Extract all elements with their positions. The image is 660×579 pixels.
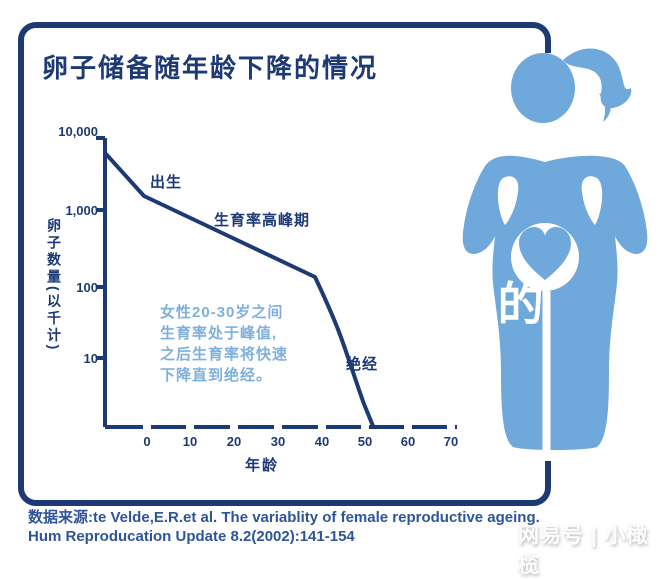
note-line: 生育率处于峰值, bbox=[160, 325, 278, 342]
x-tick-20: 20 bbox=[226, 434, 242, 449]
note-line: 下降直到绝经。 bbox=[160, 367, 273, 384]
data-source: 数据来源:te Velde,E.R.et al. The variablity … bbox=[28, 508, 540, 546]
y-tick-100: 100 bbox=[76, 280, 98, 295]
x-tick-0: 0 bbox=[143, 434, 151, 449]
pregnant-woman-figure bbox=[462, 48, 648, 453]
note-line: 女性20-30岁之间 bbox=[160, 304, 284, 321]
x-tick-50: 50 bbox=[357, 434, 373, 449]
x-tick-70: 70 bbox=[443, 434, 459, 449]
x-axis-title: 年龄 bbox=[244, 457, 279, 474]
note-paragraph: 女性20-30岁之间 生育率处于峰值, 之后生育率将快速 下降直到绝经。 bbox=[160, 302, 288, 386]
y-axis-title: 卵子数量(以千计) bbox=[46, 218, 62, 353]
heart-icon bbox=[519, 227, 571, 280]
x-tick-30: 30 bbox=[270, 434, 286, 449]
center-watermark: 0的 bbox=[470, 278, 546, 330]
x-tick-60: 60 bbox=[400, 434, 416, 449]
y-tick-10000: 10,000 bbox=[58, 124, 98, 139]
note-line: 之后生育率将快速 bbox=[160, 346, 289, 363]
data-source-line1: 数据来源:te Velde,E.R.et al. The variablity … bbox=[28, 509, 540, 526]
annotation-peak-fertility: 生育率高峰期 bbox=[214, 212, 311, 229]
y-tick-1000: 1,000 bbox=[65, 203, 98, 218]
y-tick-10: 10 bbox=[83, 351, 98, 366]
page-title: 卵子储备随年龄下降的情况 bbox=[42, 53, 379, 83]
x-tick-10: 10 bbox=[182, 434, 198, 449]
annotation-birth: 出生 bbox=[150, 174, 183, 191]
x-tick-40: 40 bbox=[314, 434, 330, 449]
annotation-menopause: 绝经 bbox=[346, 356, 379, 373]
publisher-watermark: 网易号 | 小橄榄 bbox=[518, 524, 649, 577]
woman-silhouette-icon bbox=[462, 48, 648, 453]
data-source-line2: Hum Reproducation Update 8.2(2002):141-1… bbox=[28, 528, 355, 545]
